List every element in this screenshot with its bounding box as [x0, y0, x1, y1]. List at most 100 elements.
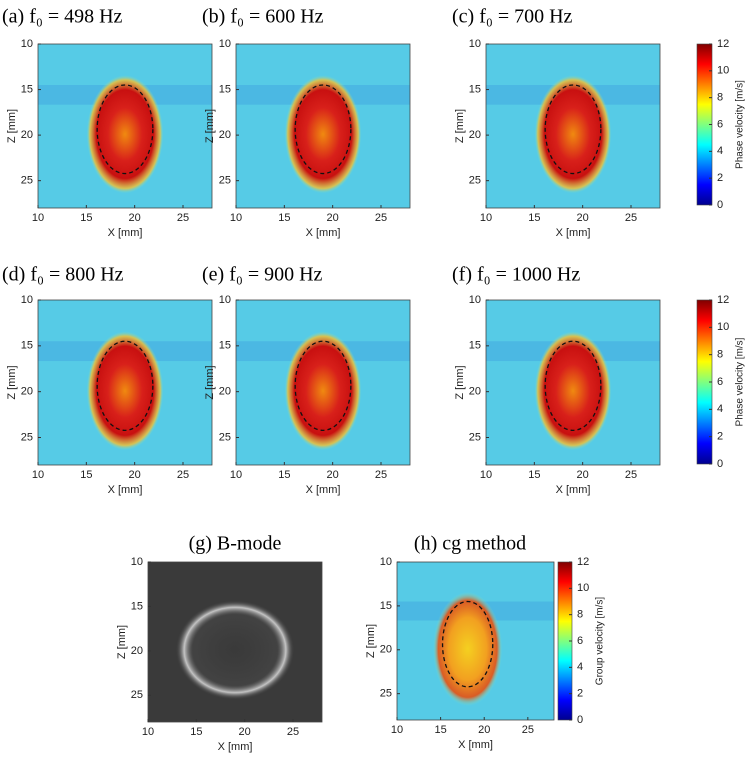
- colorbar-tick-label: 2: [717, 172, 723, 184]
- panel-title: (e) f₀ = 900 Hz: [202, 264, 323, 286]
- y-tick-label: 25: [219, 431, 231, 443]
- y-axis-label: Z [mm]: [365, 624, 377, 658]
- plot-frame: [37, 43, 213, 209]
- panel-title: (a) f₀ = 498 Hz: [2, 6, 123, 28]
- x-tick-label: 10: [230, 212, 242, 224]
- x-tick-label: 25: [522, 724, 534, 736]
- x-axis-label: X [mm]: [306, 227, 341, 239]
- x-axis-label: X [mm]: [108, 484, 143, 496]
- inclusion: [86, 75, 164, 194]
- y-tick-label: 10: [219, 294, 231, 306]
- x-axis-label: X [mm]: [108, 227, 143, 239]
- y-tick-label: 20: [21, 129, 33, 141]
- inclusion: [534, 331, 612, 451]
- x-tick-label: 25: [177, 469, 189, 481]
- panel-title: (g) B-mode: [189, 533, 282, 555]
- colorbar-tick-label: 10: [717, 65, 729, 77]
- plot-frame: [37, 299, 213, 466]
- x-tick-label: 15: [278, 212, 290, 224]
- plot-frame: [235, 299, 411, 466]
- colorbar-label: Phase velocity [m/s]: [735, 80, 746, 169]
- x-axis-label: X [mm]: [556, 484, 591, 496]
- panel-title: (f) f₀ = 1000 Hz: [452, 264, 580, 286]
- colorbar-tick-label: 12: [717, 294, 729, 306]
- x-tick-label: 25: [177, 212, 189, 224]
- y-tick-label: 25: [21, 431, 33, 443]
- y-tick-label: 20: [469, 386, 481, 398]
- x-axis-label: X [mm]: [458, 739, 493, 751]
- x-axis-label: X [mm]: [218, 741, 253, 753]
- x-axis-label: X [mm]: [556, 227, 591, 239]
- panel: (h) cg method 10 15 20 25 10 15 20 25 X [mm] Z [mm…: [365, 533, 606, 751]
- colorbar-tick-label: 6: [717, 118, 723, 130]
- inclusion-outline: [544, 84, 602, 175]
- x-tick-label: 20: [327, 212, 339, 224]
- colorbar-tick-label: 0: [717, 458, 723, 470]
- colorbar-tick-label: 2: [577, 688, 583, 700]
- x-tick-label: 15: [528, 212, 540, 224]
- x-tick-label: 20: [239, 726, 251, 738]
- x-tick-label: 10: [480, 212, 492, 224]
- x-tick-label: 25: [375, 469, 387, 481]
- panel: (e) f₀ = 900 Hz 10 15 20 25 10 15 20 25 X [mm] Z […: [202, 264, 411, 496]
- x-tick-label: 25: [375, 212, 387, 224]
- panel: (d) f₀ = 800 Hz 10 15 20 25 10 15 20 25 X [mm] Z […: [2, 264, 213, 496]
- colorbar-tick-label: 4: [577, 661, 583, 673]
- y-tick-label: 15: [21, 340, 33, 352]
- y-tick-label: 10: [131, 556, 143, 568]
- colorbar-tick-label: 4: [717, 403, 723, 415]
- y-axis-label: Z [mm]: [454, 109, 466, 143]
- y-tick-label: 15: [380, 600, 392, 612]
- x-tick-label: 20: [577, 469, 589, 481]
- x-axis-label: X [mm]: [306, 484, 341, 496]
- x-tick-label: 20: [577, 212, 589, 224]
- y-axis-label: Z [mm]: [6, 109, 18, 143]
- y-tick-label: 20: [131, 645, 143, 657]
- x-tick-label: 15: [434, 724, 446, 736]
- y-tick-label: 15: [21, 83, 33, 95]
- panel-title: (h) cg method: [414, 533, 526, 555]
- y-tick-label: 25: [21, 175, 33, 187]
- y-tick-label: 20: [380, 644, 392, 656]
- colorbar-tick-label: 12: [577, 556, 589, 568]
- colorbar-tick-label: 2: [717, 431, 723, 443]
- y-tick-label: 25: [380, 688, 392, 700]
- colorbar-label: Group velocity [m/s]: [595, 597, 606, 686]
- y-tick-label: 10: [21, 38, 33, 50]
- y-tick-label: 25: [469, 175, 481, 187]
- x-tick-label: 10: [32, 469, 44, 481]
- x-tick-label: 10: [32, 212, 44, 224]
- colorbar-tick-label: 8: [717, 349, 723, 361]
- x-tick-label: 25: [625, 469, 637, 481]
- panel: (b) f₀ = 600 Hz 10 15 20 25 10 15 20 25 X [mm] Z […: [202, 6, 411, 239]
- x-tick-label: 20: [478, 724, 490, 736]
- x-tick-label: 15: [528, 469, 540, 481]
- y-axis-label: Z [mm]: [116, 625, 128, 659]
- x-tick-label: 20: [129, 469, 141, 481]
- x-tick-label: 15: [278, 469, 290, 481]
- inclusion-outline: [294, 84, 352, 175]
- colorbar-tick-label: 10: [577, 582, 589, 594]
- panel-title: (b) f₀ = 600 Hz: [202, 6, 324, 28]
- y-tick-label: 15: [219, 83, 231, 95]
- x-tick-label: 20: [129, 212, 141, 224]
- x-tick-label: 25: [287, 726, 299, 738]
- y-tick-label: 20: [21, 386, 33, 398]
- x-tick-label: 10: [391, 724, 403, 736]
- y-tick-label: 15: [131, 600, 143, 612]
- colorbar-tick-label: 8: [717, 92, 723, 104]
- inclusion: [86, 331, 164, 451]
- x-tick-label: 15: [190, 726, 202, 738]
- colorbar-tick-label: 12: [717, 38, 729, 50]
- colorbar-tick-label: 6: [577, 635, 583, 647]
- y-tick-label: 15: [469, 340, 481, 352]
- inclusion-outline: [96, 84, 154, 175]
- colorbar-tick-label: 10: [717, 321, 729, 333]
- y-tick-label: 25: [219, 175, 231, 187]
- y-axis-label: Z [mm]: [454, 365, 466, 399]
- y-tick-label: 10: [219, 38, 231, 50]
- inclusion-outline: [544, 340, 602, 431]
